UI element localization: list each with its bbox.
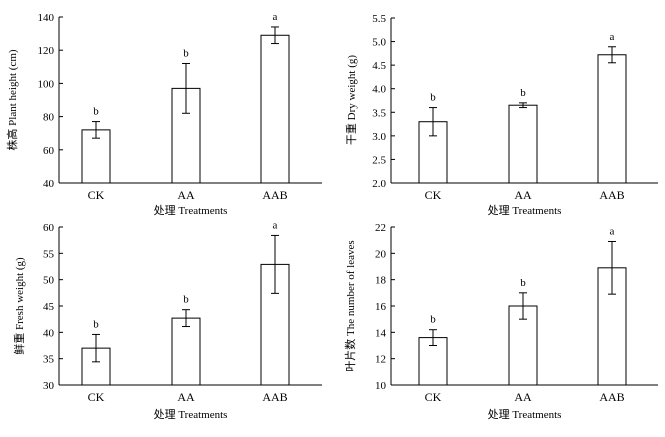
- y-tick-label: 140: [38, 12, 55, 24]
- y-tick-label: 20: [375, 248, 387, 260]
- bar-AAB: [260, 34, 290, 184]
- y-axis-title: 干重 Dry weight (g): [344, 55, 358, 145]
- bar-CK: [81, 129, 111, 184]
- y-tick-label: 5.0: [372, 37, 386, 49]
- y-tick-label: 10: [375, 380, 387, 392]
- bar-AA: [171, 317, 201, 386]
- y-tick-label: 60: [43, 222, 55, 234]
- significance-letter: a: [273, 11, 278, 23]
- significance-letter: b: [183, 294, 189, 306]
- y-tick-label: 80: [43, 112, 55, 124]
- y-tick-label: 45: [43, 301, 55, 313]
- y-tick-label: 100: [38, 78, 55, 90]
- significance-letter: b: [430, 92, 436, 104]
- y-tick-label: 18: [375, 275, 387, 287]
- bar-AA: [508, 104, 538, 184]
- y-tick-label: 3.5: [372, 107, 386, 119]
- significance-letter: b: [93, 318, 99, 330]
- significance-letter: b: [430, 314, 436, 326]
- bar-AAB: [597, 54, 627, 184]
- chart-panel-2: 2.0 2.5 3.0 3.5 4.0 4.5 5.0 5.5 b CK b AA a AAB 处理 Tre…: [344, 13, 658, 217]
- y-tick-label: 3.0: [372, 131, 386, 143]
- chart-panel-3: 30 35 40 45 50 55 60 b CK b AA a AAB 处理 Treatments 鲜重 …: [12, 219, 322, 421]
- significance-letter: b: [520, 87, 526, 99]
- y-tick-label: 2.0: [372, 178, 386, 190]
- y-tick-label: 40: [43, 327, 55, 339]
- x-tick-label: CK: [88, 390, 105, 404]
- x-tick-label: AAB: [599, 390, 624, 404]
- x-axis-title: 处理 Treatments: [154, 408, 228, 421]
- y-tick-label: 120: [38, 45, 55, 57]
- y-axis-title: 株高 Plant height (cm): [5, 49, 19, 150]
- significance-letter: b: [93, 106, 99, 118]
- y-tick-label: 60: [43, 145, 55, 157]
- y-tick-label: 5.5: [372, 13, 386, 25]
- y-axis-title: 叶片数 The number of leaves: [344, 240, 357, 371]
- y-tick-label: 14: [375, 327, 387, 339]
- x-tick-label: AA: [514, 390, 532, 404]
- x-tick-label: CK: [88, 188, 105, 202]
- y-tick-label: 30: [43, 380, 55, 392]
- significance-letter: a: [610, 31, 615, 43]
- y-tick-label: 55: [43, 248, 55, 260]
- chart-panel-1: 40 60 80 100 120 140 b CK b AA a AAB 处理 Treatments 株高…: [5, 11, 322, 217]
- x-tick-label: CK: [425, 188, 442, 202]
- significance-letter: a: [610, 225, 615, 237]
- x-tick-label: AA: [177, 390, 195, 404]
- x-axis-title: 处理 Treatments: [154, 204, 228, 217]
- significance-letter: b: [183, 47, 189, 59]
- y-tick-label: 22: [375, 222, 386, 234]
- significance-letter: a: [273, 219, 278, 231]
- x-tick-label: AAB: [262, 188, 287, 202]
- y-tick-label: 4.5: [372, 60, 386, 72]
- x-axis-title: 处理 Treatments: [488, 408, 562, 421]
- x-tick-label: CK: [425, 390, 442, 404]
- x-tick-label: AA: [177, 188, 195, 202]
- x-axis-title: 处理 Treatments: [488, 204, 562, 217]
- chart-panel-4: 10 12 14 16 18 20 22 b CK b AA a AAB 处理 Treatments 叶片数…: [344, 222, 658, 421]
- y-tick-label: 16: [375, 301, 387, 313]
- x-tick-label: AAB: [262, 390, 287, 404]
- y-tick-label: 40: [43, 178, 55, 190]
- y-tick-label: 12: [375, 354, 386, 366]
- significance-letter: b: [520, 277, 526, 289]
- y-tick-label: 4.0: [372, 84, 386, 96]
- x-tick-label: AAB: [599, 188, 624, 202]
- y-tick-label: 50: [43, 275, 55, 287]
- y-tick-label: 35: [43, 354, 55, 366]
- y-axis-title: 鲜重 Fresh weight (g): [12, 257, 26, 355]
- y-tick-label: 2.5: [372, 154, 386, 166]
- x-tick-label: AA: [514, 188, 532, 202]
